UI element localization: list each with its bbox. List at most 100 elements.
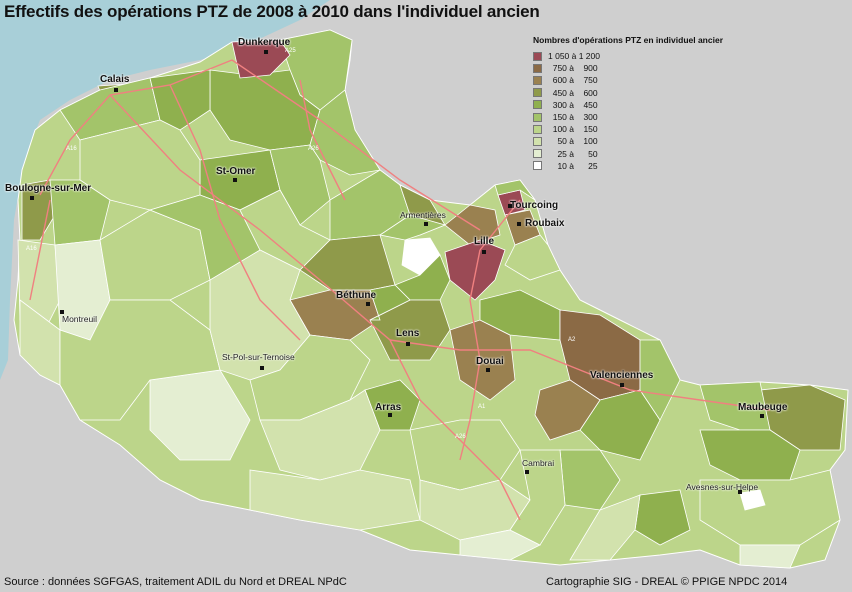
legend-range: 750 à 900 (548, 63, 598, 74)
commune-zone (739, 489, 766, 511)
commune-zone (699, 429, 801, 481)
legend-row: 450 à 600 (533, 87, 833, 99)
city-label: Armentières (400, 210, 446, 220)
city-label: Béthune (336, 290, 376, 301)
city-label: Dunkerque (238, 37, 291, 48)
motorway (231, 59, 481, 231)
legend-row: 10 à 25 (533, 160, 833, 172)
city-marker (30, 196, 34, 200)
legend-range: 600 à 750 (548, 75, 598, 86)
city-marker (525, 470, 529, 474)
commune-zone (149, 69, 211, 131)
legend-range: 50 à 100 (548, 136, 598, 147)
legend-row: 600 à 750 (533, 74, 833, 86)
commune-zone (459, 529, 541, 561)
motorway (389, 339, 771, 411)
city-marker (738, 490, 742, 494)
motorway-label: A1 (478, 404, 486, 410)
motorways (29, 59, 771, 521)
legend-range: 450 à 600 (548, 87, 598, 98)
commune-zone (739, 544, 801, 569)
source-note: Source : données SGFGAS, traitement ADIL… (4, 576, 347, 588)
city-label: Tourcoing (510, 200, 559, 211)
legend-row: 25 à 50 (533, 148, 833, 160)
city-marker (424, 222, 428, 226)
legend-swatch (533, 161, 542, 171)
city-marker (508, 204, 512, 208)
credit-note: Cartographie SIG - DREAL © PPIGE NPDC 20… (546, 576, 788, 588)
legend-row: 100 à 150 (533, 123, 833, 135)
motorway (499, 479, 521, 521)
city-label: St-Pol-sur-Ternoise (222, 352, 295, 362)
commune-zones (17, 29, 846, 569)
city-label: Lens (396, 328, 420, 339)
commune-zone (21, 179, 56, 241)
city-marker (388, 413, 392, 417)
city-label: Montreuil (62, 314, 97, 324)
legend-swatch (533, 124, 542, 134)
city-marker (60, 310, 64, 314)
motorway (479, 199, 521, 251)
city-label: Roubaix (525, 218, 565, 229)
city-label: Boulogne-sur-Mer (5, 183, 92, 194)
legend-swatch (533, 136, 542, 146)
city-label: Valenciennes (590, 370, 654, 381)
commune-zone (231, 39, 291, 79)
legend-swatch (533, 149, 542, 159)
motorway-label: A16 (66, 146, 77, 152)
legend: Nombres d'opérations PTZ en individuel a… (533, 35, 833, 172)
commune-zone (699, 469, 841, 546)
motorway-labels: A16 A16 A25 A26 A21 A1 A26 A2 (26, 48, 576, 440)
city-label: Avesnes-sur-Helpe (686, 482, 759, 492)
city-marker (620, 383, 624, 387)
city-label: Cambrai (522, 458, 555, 468)
city-marker (760, 414, 764, 418)
commune-zone (509, 449, 566, 546)
motorway (109, 94, 501, 481)
city-label: Maubeuge (738, 402, 788, 413)
city-marker (366, 302, 370, 306)
city-marker (406, 342, 410, 346)
city-label: Lille (474, 236, 495, 247)
city-label: St-Omer (216, 166, 256, 177)
legend-rows: 1 050 à 1 200 750 à 900 600 à 750 450 à … (533, 50, 833, 172)
commune-zone (569, 494, 641, 561)
motorway-label: A26 (308, 146, 319, 152)
legend-row: 50 à 100 (533, 135, 833, 147)
legend-swatch (533, 63, 542, 73)
city-label: Arras (375, 402, 402, 413)
legend-range: 25 à 50 (548, 148, 598, 159)
legend-range: 100 à 150 (548, 124, 598, 135)
motorway (29, 199, 51, 301)
legend-swatch (533, 112, 542, 122)
commune-zone (534, 379, 601, 441)
city-marker (260, 366, 264, 370)
legend-row: 150 à 300 (533, 111, 833, 123)
legend-range: 300 à 450 (548, 99, 598, 110)
city-label: Douai (476, 356, 504, 367)
motorway (169, 84, 301, 341)
motorway (459, 249, 481, 461)
legend-range: 10 à 25 (548, 160, 598, 171)
commune-zone (49, 179, 111, 246)
map-title: Effectifs des opérations PTZ de 2008 à 2… (4, 2, 540, 21)
legend-range: 150 à 300 (548, 112, 598, 123)
legend-swatch (533, 75, 542, 85)
legend-swatch (533, 100, 542, 110)
sea (0, 0, 330, 380)
legend-row: 750 à 900 (533, 62, 833, 74)
commune-zone (504, 234, 561, 281)
city-marker (482, 250, 486, 254)
legend-swatch (533, 88, 542, 98)
city-marker (233, 178, 237, 182)
legend-row: 1 050 à 1 200 (533, 50, 833, 62)
motorway-label: A16 (26, 246, 37, 252)
commune-zone (369, 284, 411, 321)
city-marker (517, 222, 521, 226)
motorway-label: A26 (455, 434, 466, 440)
city-marker (486, 368, 490, 372)
motorway-label: A25 (285, 48, 296, 54)
commune-zone (494, 179, 536, 201)
